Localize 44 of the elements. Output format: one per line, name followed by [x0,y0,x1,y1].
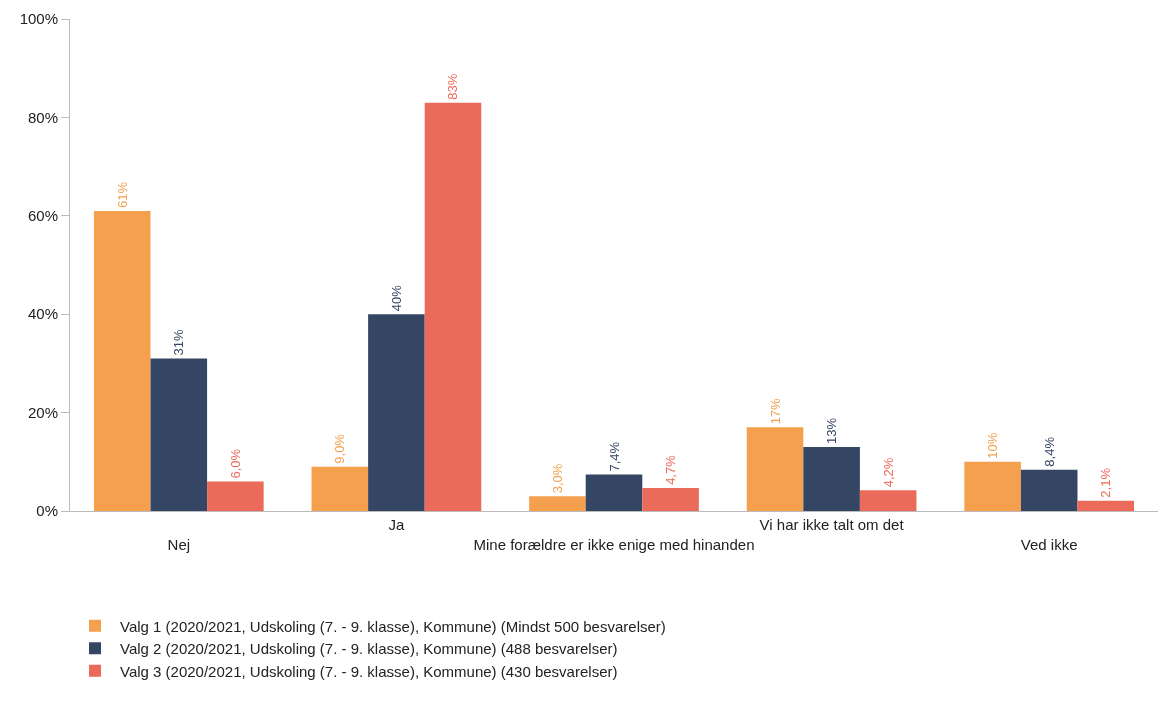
bar [746,427,804,511]
y-tick-label: 20% [27,403,58,421]
bar [964,461,1021,511]
legend-label: Valg 3 (2020/2021, Udskoling (7. - 9. klasse), Kommune) (430 besvarelser) [120,662,618,680]
data-label: 2,1% [1098,467,1114,498]
y-tick-label: 100% [19,10,58,28]
bar [529,496,586,511]
x-tick-label: Ja [388,516,405,533]
bar [642,487,699,511]
x-tick-label: Ved ikke [1020,535,1078,553]
data-label: 17% [767,397,783,425]
y-tick-label: 40% [27,305,58,323]
data-label: 4,2% [880,457,896,488]
bar [207,481,264,511]
data-label: 31% [171,329,187,356]
data-label: 61% [114,181,130,208]
y-tick-label: 0% [36,502,58,520]
bar [803,447,860,511]
bar [311,466,369,511]
x-tick-label: Nej [167,535,191,553]
data-label: 10% [985,432,1001,459]
data-label: 13% [824,417,840,445]
data-label: 4,7% [663,454,679,485]
bar [585,474,643,511]
bar [1020,469,1078,511]
legend-label: Valg 1 (2020/2021, Udskoling (7. - 9. klasse), Kommune) (Mindst 500 besvarelser) [120,617,666,635]
bar [1077,500,1135,511]
x-tick-label: Mine forældre er ikke enige med hinanden [473,535,755,553]
x-tick-label: Vi har ikke talt om det [759,516,905,533]
data-label: 83% [445,73,461,100]
bar [859,490,917,511]
data-label: 8,4% [1041,436,1057,467]
bar [93,210,151,511]
bar [368,314,425,511]
data-label: 40% [388,284,404,312]
data-label: 6,0% [227,448,243,479]
bar [424,102,482,511]
data-label: 7,4% [606,441,622,472]
y-tick-label: 80% [27,108,58,126]
data-label: 9,0% [332,433,348,464]
y-tick-label: 60% [27,207,58,225]
bar [150,358,208,511]
data-label: 3,0% [549,463,565,494]
legend-label: Valg 2 (2020/2021, Udskoling (7. - 9. klasse), Kommune) (488 besvarelser) [120,640,618,657]
